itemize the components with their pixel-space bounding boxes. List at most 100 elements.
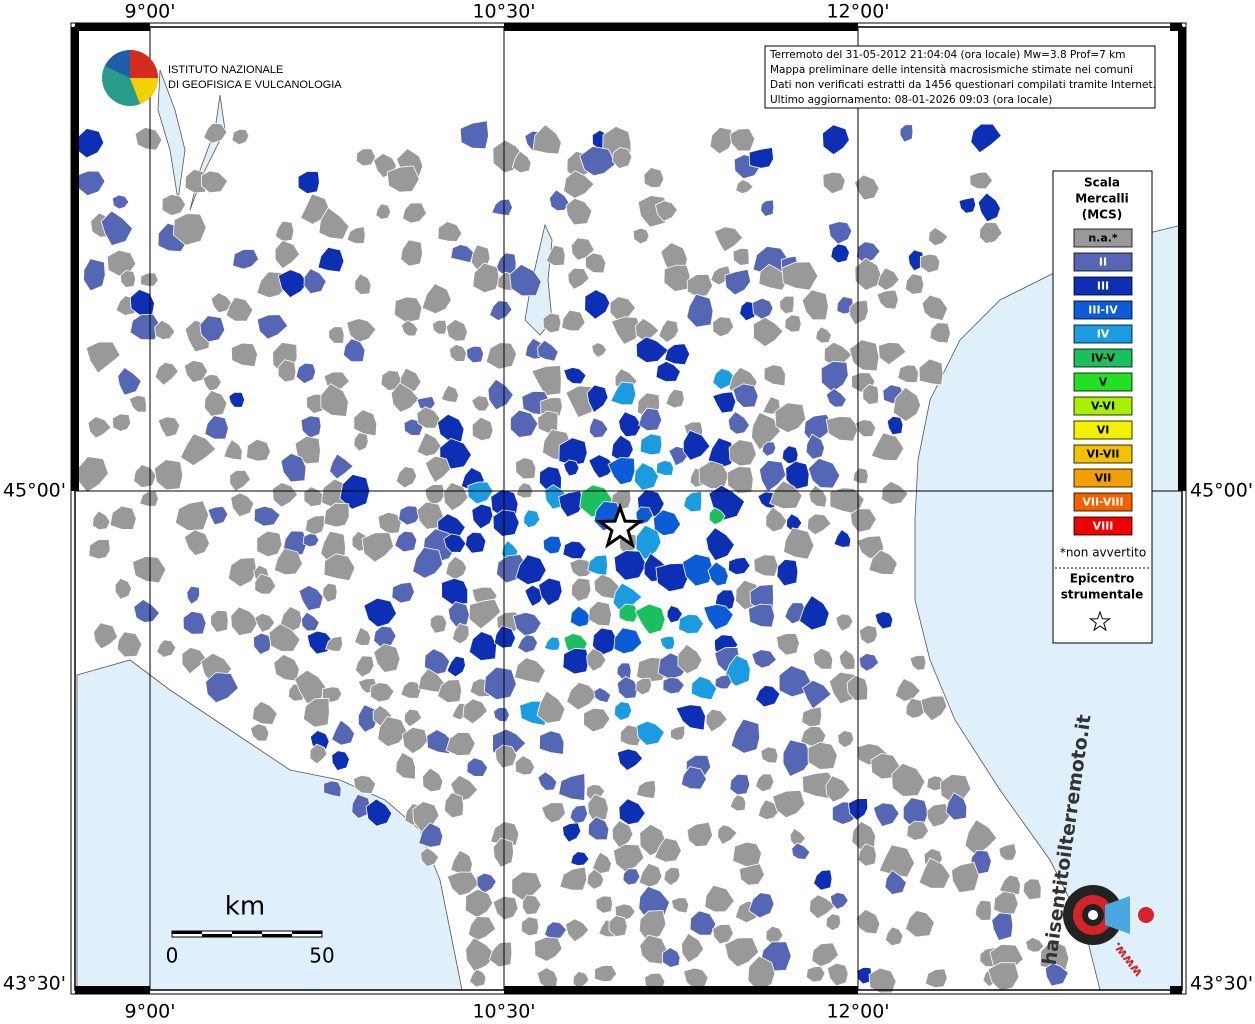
municipality	[760, 746, 779, 764]
municipality	[633, 462, 659, 491]
municipality	[416, 501, 444, 530]
municipality	[88, 539, 111, 560]
municipality	[418, 822, 444, 848]
frame-band	[75, 23, 150, 31]
municipality	[690, 675, 718, 701]
municipality	[639, 934, 668, 965]
municipality	[424, 648, 451, 676]
graticule	[75, 27, 1182, 990]
municipality	[494, 744, 518, 769]
municipality	[878, 844, 915, 878]
municipality	[833, 529, 852, 548]
municipality	[304, 515, 325, 536]
legend-swatch	[1073, 276, 1133, 296]
municipality	[801, 289, 829, 321]
municipality	[174, 500, 210, 532]
municipality	[331, 719, 355, 746]
scale-segment	[232, 931, 262, 934]
municipality	[445, 318, 468, 342]
municipality	[712, 367, 736, 390]
municipality	[542, 312, 562, 334]
municipality	[469, 968, 487, 988]
municipality	[365, 798, 393, 827]
municipality	[277, 359, 297, 383]
municipality	[886, 415, 904, 436]
municipality	[472, 262, 500, 294]
municipality	[543, 636, 561, 651]
municipality	[784, 314, 802, 333]
municipality	[280, 452, 307, 483]
municipality	[608, 915, 628, 938]
municipality	[416, 432, 442, 457]
municipality	[682, 429, 711, 461]
municipality	[232, 248, 260, 270]
municipality	[836, 296, 854, 315]
municipality	[132, 556, 167, 584]
municipality	[323, 553, 356, 582]
municipality	[909, 654, 927, 671]
municipality	[761, 441, 777, 457]
municipality	[161, 193, 187, 217]
municipality	[572, 970, 590, 989]
scale-tick-label: 50	[309, 944, 334, 968]
municipality	[516, 634, 538, 654]
municipality	[403, 708, 423, 728]
municipality	[807, 457, 841, 489]
municipality	[724, 937, 760, 968]
scale-segment	[292, 931, 322, 934]
municipality	[655, 200, 678, 222]
municipality	[120, 270, 137, 288]
municipality	[445, 731, 476, 757]
municipality	[850, 508, 877, 533]
municipality	[353, 432, 369, 452]
municipality	[538, 577, 563, 607]
municipality	[134, 126, 163, 151]
municipality	[449, 343, 467, 362]
municipality	[805, 965, 826, 983]
municipality	[591, 342, 607, 358]
municipality	[675, 704, 706, 731]
legend-label: III	[1097, 280, 1109, 293]
municipality	[491, 198, 513, 217]
municipality	[182, 610, 207, 635]
legend-label: VII-VIII	[1082, 496, 1123, 509]
watermark-beam	[1105, 896, 1130, 934]
municipality	[570, 237, 595, 261]
municipality	[951, 861, 980, 894]
municipality	[729, 773, 751, 796]
municipality	[492, 837, 514, 868]
legend-label: n.a.*	[1088, 232, 1118, 245]
municipality	[294, 435, 321, 465]
municipality	[558, 437, 588, 466]
municipality	[610, 316, 642, 345]
municipality	[559, 866, 588, 891]
legend-swatch	[1073, 468, 1133, 488]
municipality	[918, 358, 944, 386]
municipality	[295, 362, 317, 385]
municipality	[354, 626, 372, 647]
municipality	[567, 267, 590, 290]
municipality	[446, 655, 466, 678]
municipality	[562, 540, 587, 560]
municipality	[868, 967, 897, 994]
municipality	[117, 366, 142, 396]
municipality	[689, 910, 717, 936]
logo-segment	[130, 78, 158, 104]
municipality	[354, 655, 375, 678]
municipality	[618, 603, 639, 623]
municipality	[802, 679, 832, 710]
municipality	[728, 439, 757, 467]
municipality	[703, 603, 734, 631]
municipality	[848, 339, 880, 372]
municipality	[785, 460, 810, 491]
municipality	[825, 913, 842, 932]
municipality	[738, 863, 765, 886]
municipality	[569, 558, 596, 578]
municipality	[874, 611, 894, 630]
municipality	[635, 677, 652, 696]
municipality	[569, 804, 589, 825]
municipality	[445, 555, 468, 581]
municipality	[758, 263, 790, 291]
municipality	[610, 381, 637, 406]
municipality	[822, 171, 846, 195]
